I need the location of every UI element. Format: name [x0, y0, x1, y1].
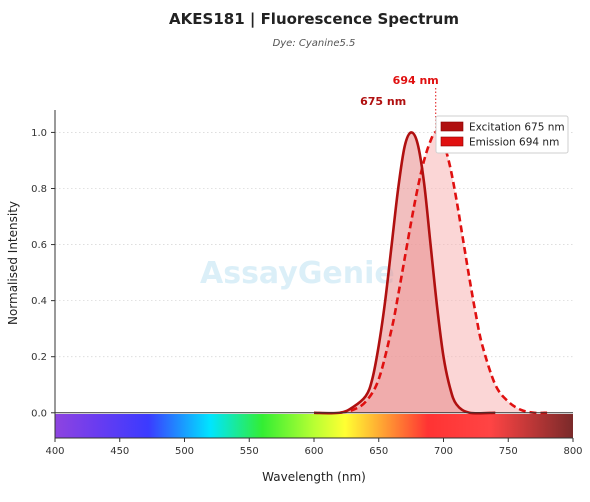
x-axis-label: Wavelength (nm) — [262, 470, 366, 484]
x-tick-label-5: 650 — [369, 446, 388, 457]
tick-labels: 400 450 500 550 600 650 700 750 800 0.0 0.2 0.4 0.6 0… — [31, 128, 582, 457]
legend-label-excitation: Excitation 675 nm — [469, 122, 565, 134]
y-axis-label: Normalised Intensity — [6, 201, 20, 325]
x-tick-label-4: 600 — [304, 446, 323, 457]
x-tick-label-1: 450 — [110, 446, 129, 457]
visible-spectrum-bar — [55, 414, 573, 438]
y-tick-label-4: 0.8 — [31, 184, 47, 195]
watermark: AssayGenie — [200, 256, 395, 291]
svg-text:AssayGenie: AssayGenie — [200, 256, 395, 291]
y-tick-label-1: 0.2 — [31, 352, 47, 363]
watermark-part2: Genie — [298, 256, 395, 291]
chart-subtitle: Dye: Cyanine5.5 — [273, 38, 356, 49]
excitation-area — [314, 132, 496, 414]
x-tick-label-7: 750 — [499, 446, 518, 457]
x-tick-label-0: 400 — [45, 446, 64, 457]
legend-swatch-emission — [440, 136, 464, 147]
legend-label-emission: Emission 694 nm — [469, 137, 559, 149]
peak-annotations: 694 nm 675 nm — [360, 74, 439, 133]
x-tick-label-3: 550 — [240, 446, 259, 457]
legend-swatch-excitation — [440, 121, 464, 132]
y-tick-label-5: 1.0 — [31, 128, 47, 139]
y-tick-label-3: 0.6 — [31, 240, 47, 251]
excitation-peak-label: 675 nm — [360, 95, 406, 108]
excitation-curve — [313, 131, 496, 415]
legend-box — [435, 115, 569, 154]
y-tick-label-2: 0.4 — [31, 296, 47, 307]
grid-lines — [55, 132, 573, 358]
emission-peak-label: 694 nm — [393, 74, 439, 87]
legend: Excitation 675 nm Emission 694 nm — [435, 115, 569, 154]
x-tick-label-8: 800 — [563, 446, 582, 457]
x-tick-label-2: 500 — [175, 446, 194, 457]
y-tick-label-0: 0.0 — [31, 408, 47, 419]
series-areas — [314, 132, 548, 414]
chart-title: AKES181 | Fluorescence Spectrum — [169, 10, 459, 29]
x-tick-label-6: 700 — [434, 446, 453, 457]
watermark-part1: Assay — [200, 256, 298, 291]
